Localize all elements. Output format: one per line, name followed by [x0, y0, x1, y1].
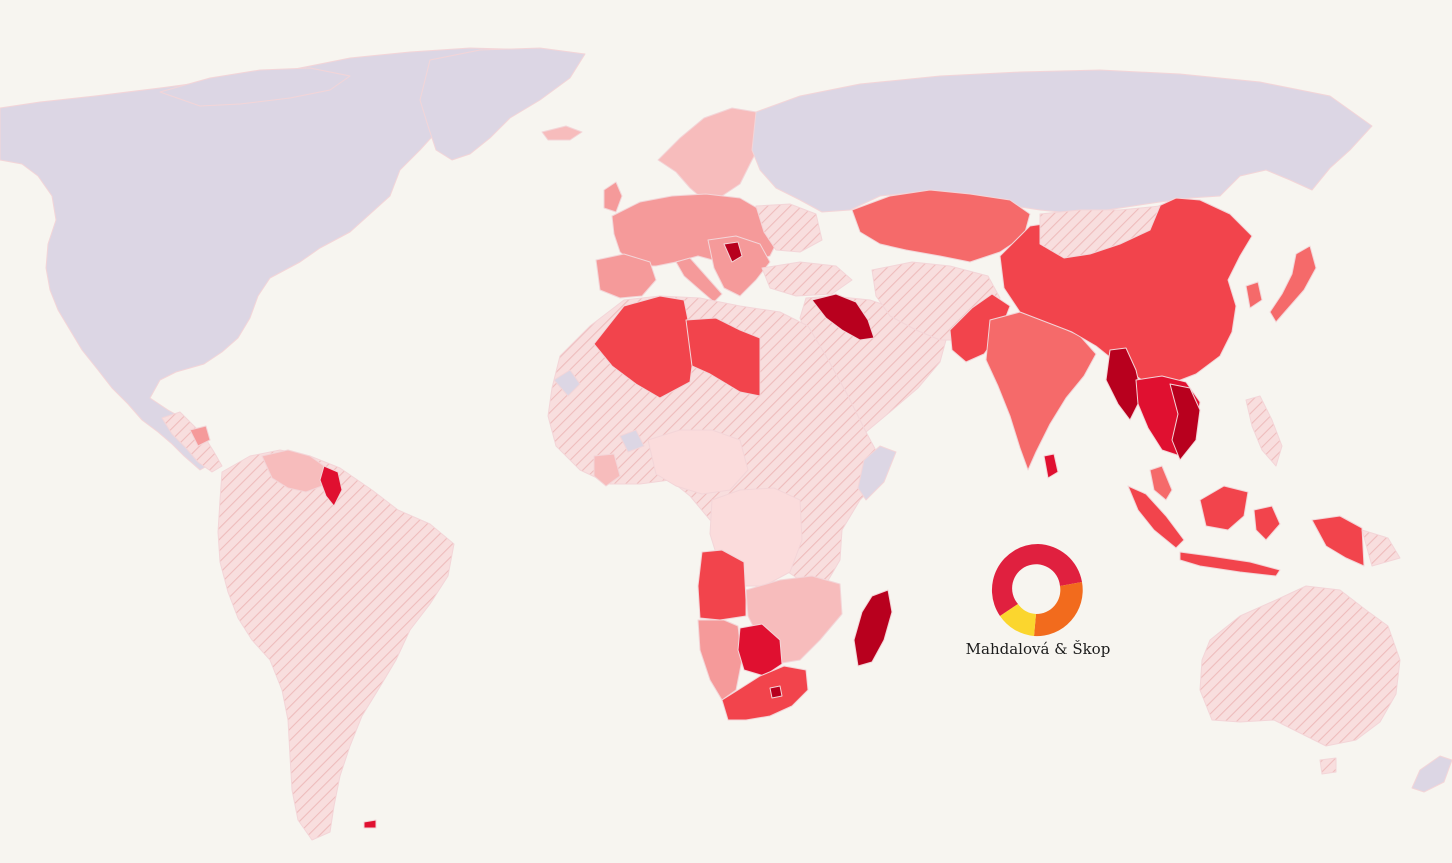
country-madagascar [853, 589, 893, 667]
country-png-hatch [1361, 529, 1401, 567]
country-ukraine-hatch [755, 203, 823, 253]
region-south-america [217, 449, 455, 841]
country-papua [1311, 515, 1365, 567]
logo-ring-yellow [1000, 604, 1036, 636]
country-indonesia-sulawesi [1253, 505, 1281, 541]
brand-name: Mahdalová & Škop [965, 640, 1111, 658]
region-central-asia [851, 189, 1031, 263]
country-korea [1245, 281, 1263, 309]
country-serbia [723, 241, 743, 263]
region-arctic-islands [159, 67, 351, 107]
country-libya [685, 317, 761, 397]
country-south-africa [721, 665, 809, 721]
country-w-sahara-nodata [553, 369, 581, 397]
country-vietnam [1169, 383, 1201, 461]
logo-ring-red [991, 543, 1082, 616]
country-iraq-syria [811, 293, 875, 341]
country-tasmania [1319, 757, 1337, 775]
region-greenland [419, 47, 586, 161]
country-botswana [737, 623, 783, 677]
country-japan [1269, 245, 1317, 323]
region-philippines-hatch [1245, 395, 1283, 467]
region-balkans [707, 235, 771, 297]
region-sahel-light [647, 429, 749, 495]
country-cameroon-nodata [619, 429, 645, 453]
country-iberia [595, 253, 657, 299]
country-lesotho [769, 685, 783, 699]
country-malaysia [1149, 465, 1173, 501]
country-new-zealand [1411, 755, 1452, 793]
country-namibia [697, 619, 743, 701]
country-somalia-nodata [857, 445, 897, 501]
logo-ring-orange [1034, 582, 1083, 637]
country-italy [675, 257, 723, 303]
country-indonesia-sumatra [1127, 485, 1185, 549]
country-angola [697, 549, 747, 621]
country-sri-lanka [1043, 453, 1059, 479]
country-australia [1199, 585, 1401, 747]
country-ivory-coast [593, 453, 621, 487]
region-central-america [161, 411, 223, 473]
country-myanmar [1105, 347, 1143, 421]
country-indonesia-java [1179, 551, 1281, 577]
mahdalova-skop-logo [991, 543, 1083, 637]
logo-ring [991, 543, 1083, 637]
country-turkey [761, 261, 853, 297]
region-russia [751, 69, 1373, 215]
country-mongolia-hatch [1039, 205, 1161, 259]
region-scandinavia [657, 107, 765, 201]
country-guyana [319, 465, 343, 507]
country-uk [603, 181, 623, 213]
country-borneo [1199, 485, 1249, 531]
country-iceland [541, 125, 583, 141]
country-falklands [363, 819, 377, 829]
country-honduras [189, 425, 211, 447]
